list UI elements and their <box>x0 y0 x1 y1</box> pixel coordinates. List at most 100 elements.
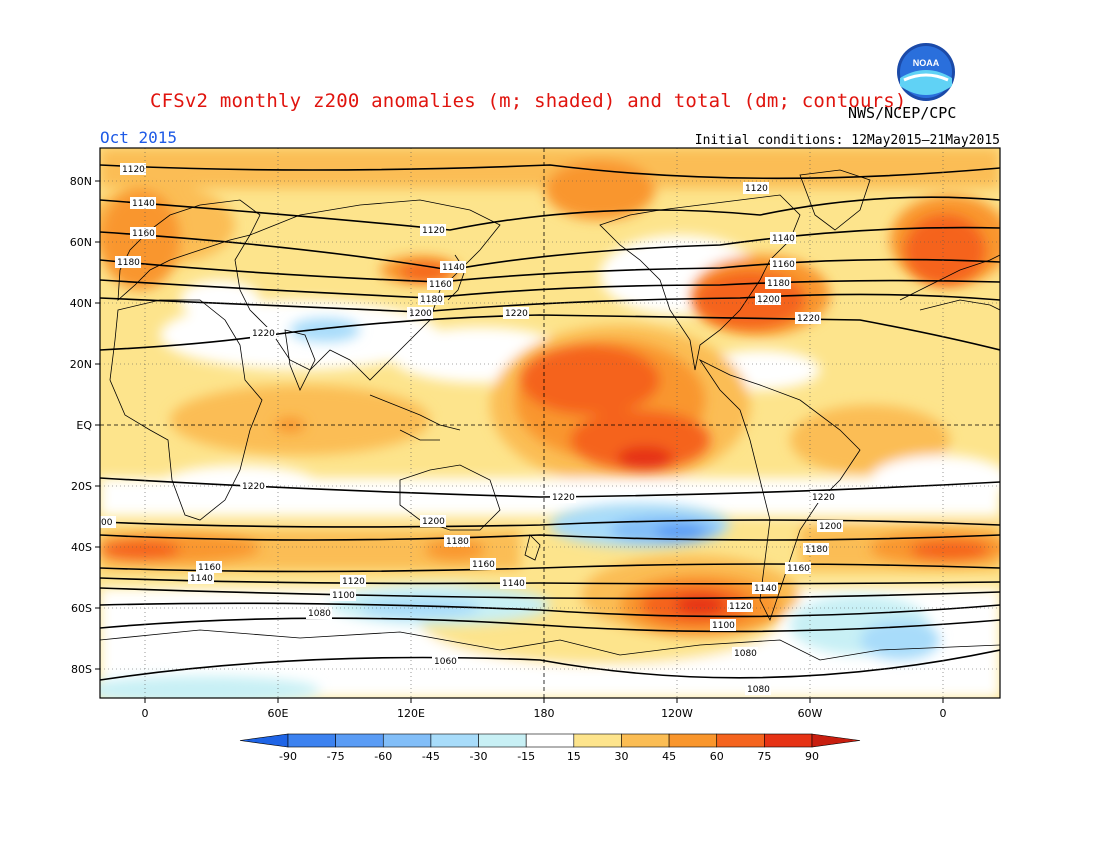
svg-text:1220: 1220 <box>797 314 820 324</box>
svg-text:1180: 1180 <box>117 258 140 268</box>
anomaly-field: 1120 1140 1160 1180 1120 1140 1160 1180 … <box>100 148 1000 698</box>
contour-label: 1200 <box>755 293 781 305</box>
svg-text:1100: 1100 <box>712 621 735 631</box>
contour-label: 1200 <box>420 515 446 527</box>
x-tick-label: 120W <box>661 707 693 720</box>
tick-marks <box>95 180 944 703</box>
colorbar-label: 45 <box>662 750 676 763</box>
contour-label: 1060 <box>432 655 458 667</box>
svg-text:1120: 1120 <box>422 226 445 236</box>
colorbar: -90 -75 -60 -45 -30 -15 15 30 45 60 75 90 <box>239 733 861 763</box>
x-tick-label: 180 <box>534 707 555 720</box>
svg-text:1220: 1220 <box>505 309 528 319</box>
contour-label: 1180 <box>115 256 141 268</box>
y-tick-label: 60S <box>71 602 92 615</box>
colorbar-label: -30 <box>470 750 488 763</box>
initial-conditions: Initial conditions: 12May2015–21May2015 <box>694 133 1000 148</box>
contour-label: 1100 <box>710 619 736 631</box>
contour-label: 00 <box>100 516 116 528</box>
colorbar-label: 75 <box>757 750 771 763</box>
svg-text:1160: 1160 <box>772 260 795 270</box>
contour-label: 1180 <box>444 535 470 547</box>
colorbar-segment <box>382 733 432 748</box>
y-tick-label: 60N <box>70 236 92 249</box>
svg-text:1160: 1160 <box>132 229 155 239</box>
svg-text:1140: 1140 <box>502 579 525 589</box>
svg-text:1220: 1220 <box>242 482 265 492</box>
contour-label: 1120 <box>120 163 146 175</box>
contour-label: 1160 <box>196 561 222 573</box>
svg-text:1200: 1200 <box>422 517 445 527</box>
colorbar-segment <box>811 733 861 748</box>
svg-text:1140: 1140 <box>754 584 777 594</box>
y-tick-label: EQ <box>76 419 92 432</box>
colorbar-segment <box>573 733 622 748</box>
colorbar-segment <box>287 733 336 748</box>
colorbar-segment <box>764 733 813 748</box>
contour-label: 1120 <box>727 600 753 612</box>
x-tick-label: 60E <box>268 707 289 720</box>
chart-title: CFSv2 monthly z200 anomalies (m; shaded)… <box>150 90 907 112</box>
colorbar-segment <box>335 733 384 748</box>
colorbar-label: -90 <box>279 750 297 763</box>
x-tick-label: 0 <box>940 707 947 720</box>
contour-label: 1140 <box>752 582 778 594</box>
contour-label: 1120 <box>420 224 446 236</box>
svg-text:1140: 1140 <box>190 574 213 584</box>
svg-text:1160: 1160 <box>198 563 221 573</box>
reference-lines <box>100 148 1000 698</box>
contour-label: 1200 <box>817 520 843 532</box>
colorbar-label: -45 <box>422 750 440 763</box>
contour-label: 1220 <box>550 491 576 503</box>
x-tick-label: 60W <box>798 707 823 720</box>
y-tick-label: 20S <box>71 480 92 493</box>
contour-label: 1140 <box>500 577 526 589</box>
svg-text:1120: 1120 <box>745 184 768 194</box>
x-tick-label: 0 <box>142 707 149 720</box>
colorbar-label: -15 <box>517 750 535 763</box>
contour-label: 1080 <box>306 607 332 619</box>
contour-label: 1180 <box>765 277 791 289</box>
y-tick-label: 80S <box>71 663 92 676</box>
logo-text: NOAA <box>913 58 940 68</box>
svg-text:1140: 1140 <box>772 234 795 244</box>
colorbar-segment <box>525 733 575 748</box>
svg-text:1120: 1120 <box>122 165 145 175</box>
noaa-logo: NOAA <box>896 42 956 102</box>
contour-label: 1220 <box>795 312 821 324</box>
contour-label: 1080 <box>745 683 771 695</box>
contour-label: 1120 <box>743 182 769 194</box>
colorbar-segment <box>430 733 479 748</box>
contour-label: 1100 <box>330 589 356 601</box>
svg-text:1060: 1060 <box>434 657 457 667</box>
svg-text:1120: 1120 <box>729 602 752 612</box>
contour-label: 1180 <box>418 293 444 305</box>
y-tick-label: 20N <box>70 358 92 371</box>
contour-label: 1120 <box>340 575 366 587</box>
svg-text:1180: 1180 <box>805 545 828 555</box>
colorbar-segment <box>621 733 670 748</box>
contour-label: 1220 <box>503 307 529 319</box>
colorbar-label: 60 <box>710 750 724 763</box>
contour-label: 1140 <box>130 197 156 209</box>
colorbar-segment <box>478 733 527 748</box>
contour-label: 1160 <box>470 558 496 570</box>
contour-label: 1160 <box>770 258 796 270</box>
forecast-period: Oct 2015 <box>100 128 178 147</box>
contour-label: 1220 <box>250 327 276 339</box>
colorbar-label: 90 <box>805 750 819 763</box>
svg-text:1120: 1120 <box>342 577 365 587</box>
svg-text:1220: 1220 <box>552 493 575 503</box>
svg-text:1200: 1200 <box>819 522 842 532</box>
contour-label: 1140 <box>188 572 214 584</box>
svg-text:1140: 1140 <box>132 199 155 209</box>
colorbar-label: -75 <box>327 750 345 763</box>
contour-label: 1200 <box>407 307 433 319</box>
contour-label: 1160 <box>427 278 453 290</box>
x-tick-label: 120E <box>397 707 425 720</box>
svg-text:1220: 1220 <box>812 493 835 503</box>
y-tick-label: 40N <box>70 297 92 310</box>
svg-text:1180: 1180 <box>420 295 443 305</box>
svg-text:1160: 1160 <box>429 280 452 290</box>
